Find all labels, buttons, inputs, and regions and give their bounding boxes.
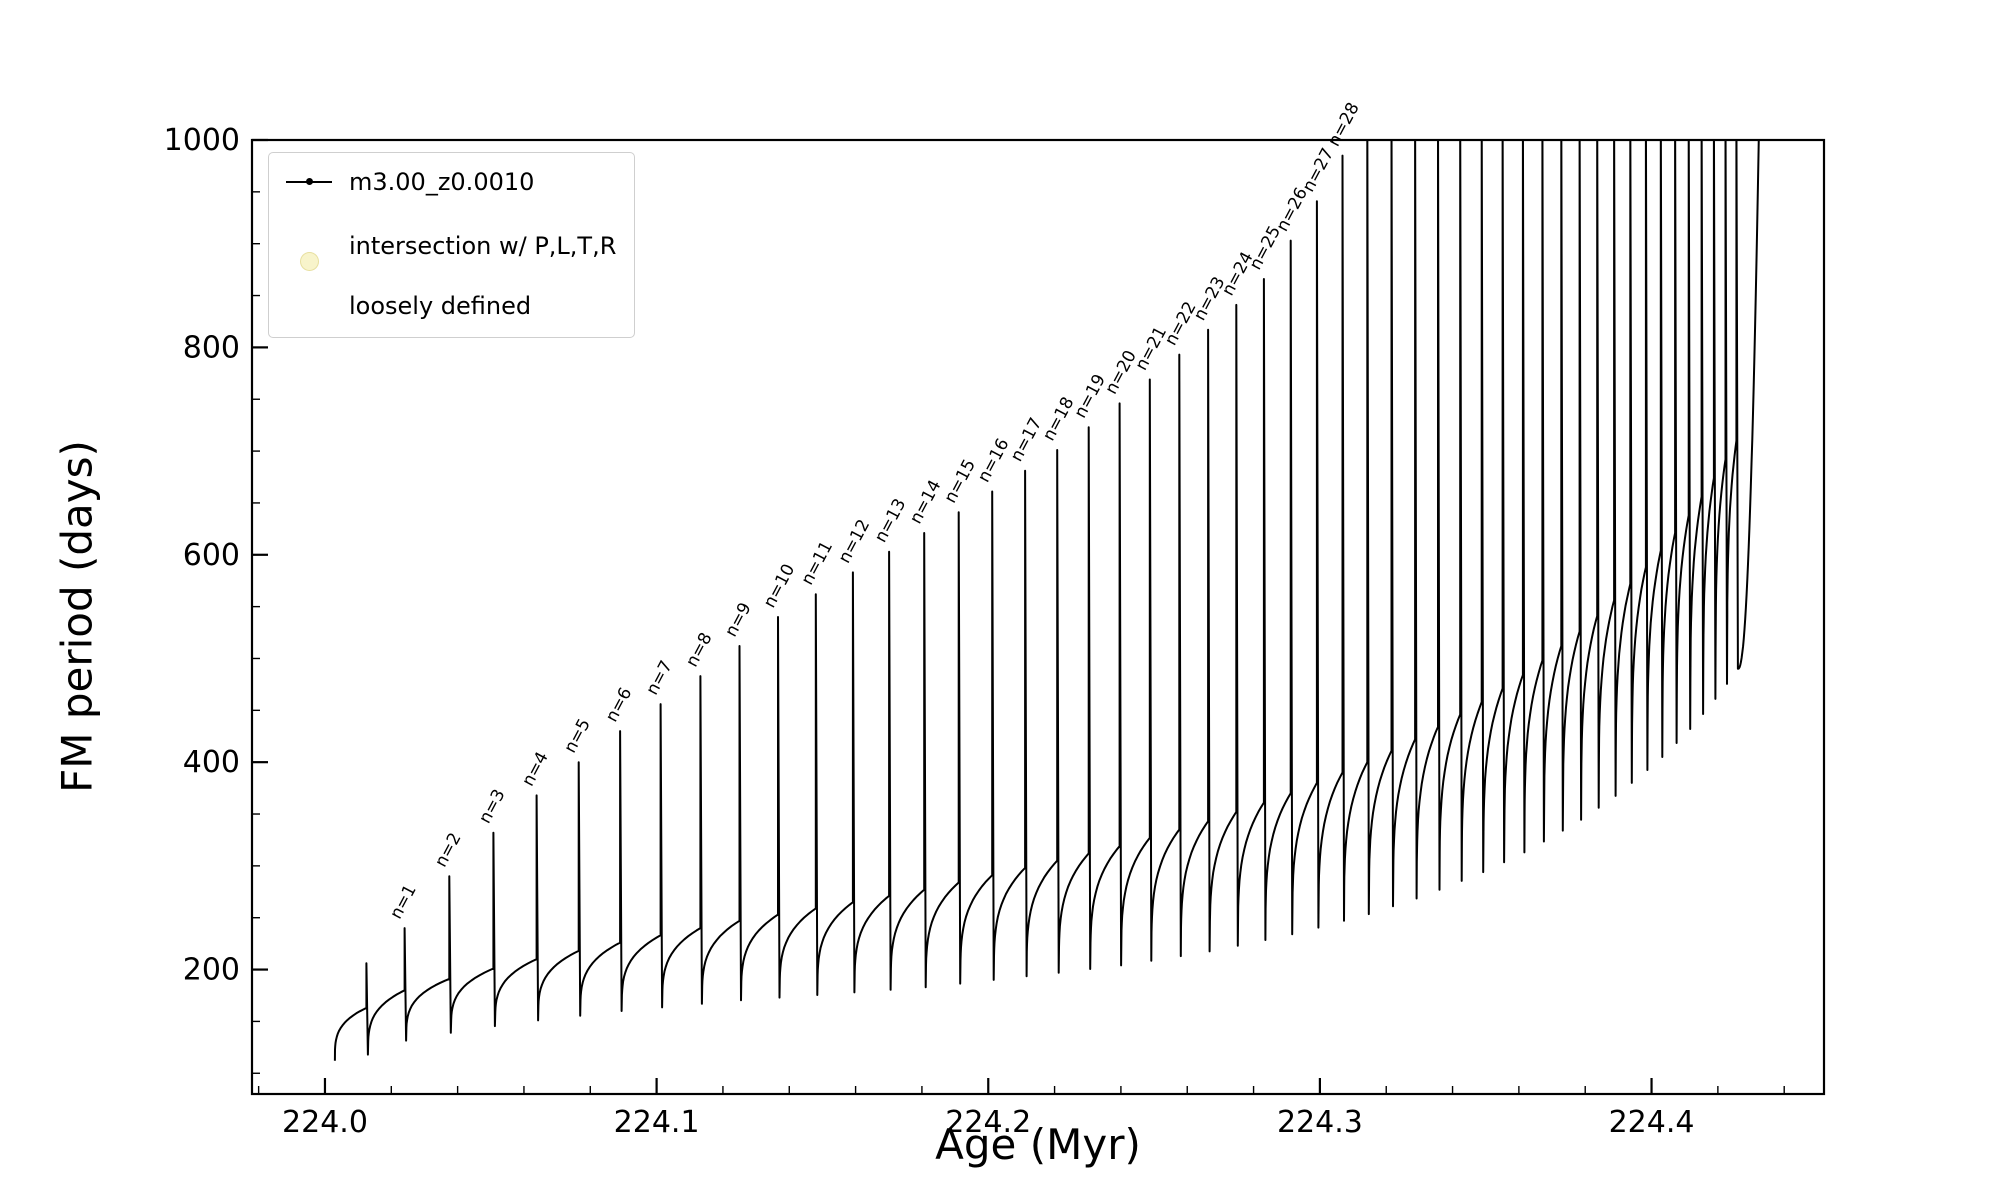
y-tick-label: 800 [183, 330, 240, 365]
y-tick-label: 200 [183, 953, 240, 988]
y-axis-label: FM period (days) [52, 440, 102, 793]
x-tick-label: 224.1 [614, 1105, 700, 1140]
spike-label: n=17 [1007, 415, 1047, 466]
x-tick-label: 224.4 [1609, 1105, 1695, 1140]
x-tick-label: 224.3 [1277, 1105, 1363, 1140]
legend-series-label: m3.00_z0.0010 [349, 168, 535, 196]
spike-label: n=13 [871, 495, 911, 546]
spike-label: n=8 [682, 629, 716, 670]
spike-label: n=28 [1324, 99, 1364, 150]
spike-label: n=12 [835, 516, 875, 567]
spike-label: n=25 [1246, 223, 1286, 274]
x-tick-label: 224.2 [945, 1105, 1031, 1140]
spike-label: n=5 [560, 715, 594, 756]
spike-label: n=20 [1101, 347, 1141, 398]
legend-item-series: m3.00_z0.0010 [283, 167, 616, 197]
spike-label: n=7 [642, 657, 676, 698]
y-tick-label: 600 [183, 538, 240, 573]
spike-label: n=10 [760, 561, 800, 612]
x-axis-label: Age (Myr) [935, 1120, 1141, 1169]
spike-label: n=11 [798, 538, 838, 589]
spike-label: n=19 [1070, 371, 1110, 422]
spike-label: n=3 [475, 786, 509, 827]
spike-label: n=1 [386, 881, 420, 922]
spike-label: n=27 [1299, 145, 1339, 196]
circle-marker-icon [283, 251, 335, 271]
spike-label: n=4 [518, 749, 552, 790]
spike-label: n=18 [1039, 394, 1079, 445]
axes-frame [250, 138, 1826, 1096]
legend-item-intersection: intersection w/ P,L,T,R loosely defined [283, 201, 616, 321]
spike-label: n=15 [940, 456, 980, 507]
y-tick-label: 1000 [164, 123, 240, 158]
spike-label: n=2 [431, 830, 465, 871]
spike-label: n=26 [1272, 184, 1312, 235]
spike-label: n=6 [602, 684, 636, 725]
legend: m3.00_z0.0010 intersection w/ P,L,T,R lo… [268, 152, 636, 338]
data-series-path [333, 140, 1760, 1061]
spike-label: n=16 [974, 435, 1014, 486]
y-tick-label: 400 [183, 745, 240, 780]
x-tick-label: 224.0 [282, 1105, 368, 1140]
legend-intersection-label: intersection w/ P,L,T,R loosely defined [349, 232, 617, 320]
spike-label: n=14 [906, 477, 946, 528]
line-dot-marker-icon [283, 178, 335, 185]
spike-label: n=9 [721, 599, 755, 640]
